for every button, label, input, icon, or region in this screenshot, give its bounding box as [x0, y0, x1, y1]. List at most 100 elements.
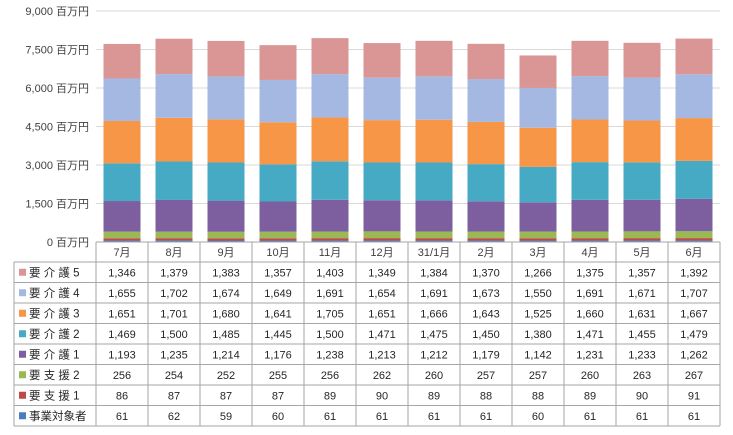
- bar-segment: [467, 43, 505, 79]
- data-label: 1,471: [368, 329, 396, 341]
- y-tick-label: 4,500 百万円: [25, 122, 89, 134]
- data-label: 1,649: [264, 288, 292, 300]
- bar-segment: [519, 55, 557, 88]
- bar-segment: [103, 231, 141, 239]
- data-label: 1,680: [212, 308, 240, 320]
- bar-segment: [467, 238, 505, 241]
- bar-segment: [311, 74, 349, 118]
- bar-segment: [155, 161, 193, 200]
- data-label: 1,500: [316, 329, 344, 341]
- bar-segment: [103, 163, 141, 202]
- data-label: 1,479: [680, 329, 708, 341]
- bar-segment: [571, 40, 609, 77]
- bar-segment: [675, 238, 713, 241]
- bar-segment: [415, 238, 453, 241]
- bar-segment: [623, 231, 661, 239]
- bar-segment: [259, 238, 297, 241]
- bar-segment: [415, 40, 453, 77]
- data-label: 256: [321, 370, 339, 382]
- data-label: 1,357: [628, 267, 656, 279]
- x-tick-label: 31/1月: [418, 247, 450, 259]
- data-label: 61: [688, 411, 700, 423]
- bar-segment: [207, 162, 245, 201]
- bar-segment: [467, 121, 505, 165]
- data-label: 1,235: [160, 349, 188, 361]
- data-label: 252: [217, 370, 235, 382]
- bar-segment: [623, 77, 661, 121]
- bar-segment: [467, 240, 505, 242]
- bar-segment: [207, 240, 245, 242]
- legend-label: 要 介 護 4: [29, 286, 80, 300]
- x-tick-label: 11月: [319, 247, 341, 259]
- bar-segment: [623, 238, 661, 241]
- data-table: 7月 8月 9月 10月 11月 12月 31/1月 2月 3月 4月 5月 6月要 介 護 5 1,3…: [13, 241, 721, 427]
- data-label: 1,179: [472, 349, 500, 361]
- data-label: 1,455: [628, 329, 656, 341]
- bar-segment: [415, 119, 453, 163]
- bar-segment: [571, 240, 609, 242]
- y-tick-label: 0 百万円: [47, 237, 89, 249]
- data-label: 1,392: [680, 267, 708, 279]
- bar-segment: [155, 74, 193, 118]
- data-label: 1,673: [472, 288, 500, 300]
- bar-segment: [363, 231, 401, 239]
- data-label: 260: [425, 370, 443, 382]
- data-label: 1,702: [160, 288, 188, 300]
- bar-segment: [623, 162, 661, 200]
- bar-segment: [259, 240, 297, 242]
- bar-segment: [311, 231, 349, 239]
- data-label: 62: [168, 411, 180, 423]
- data-label: 1,485: [212, 329, 240, 341]
- bar-segment: [311, 240, 349, 242]
- data-label: 1,641: [264, 308, 292, 320]
- data-label: 87: [272, 390, 284, 402]
- data-label: 86: [116, 390, 128, 402]
- data-label: 257: [529, 370, 547, 382]
- bar-segment: [415, 231, 453, 239]
- bar-segment: [675, 38, 713, 75]
- data-label: 90: [636, 390, 648, 402]
- bar-segment: [207, 238, 245, 241]
- bar-segment: [207, 119, 245, 163]
- data-label: 61: [324, 411, 336, 423]
- data-label: 262: [373, 370, 391, 382]
- legend-label: 要 介 護 2: [29, 327, 79, 341]
- x-tick-label: 6月: [685, 247, 702, 259]
- bar-segment: [675, 240, 713, 242]
- data-label: 88: [532, 390, 544, 402]
- bar-segment: [259, 201, 297, 232]
- bar-segment: [467, 164, 505, 202]
- legend-key: [19, 268, 26, 276]
- data-label: 60: [272, 411, 284, 423]
- legend-label: 事業対象者: [29, 409, 87, 423]
- data-label: 1,375: [576, 267, 604, 279]
- bar-segment: [363, 162, 401, 201]
- bar-segment: [155, 238, 193, 241]
- bar-segment: [259, 231, 297, 239]
- data-label: 1,500: [160, 329, 188, 341]
- bar-segment: [519, 238, 557, 241]
- bar-segment: [363, 43, 401, 78]
- data-label: 1,469: [108, 329, 136, 341]
- data-label: 1,691: [576, 288, 604, 300]
- y-tick-label: 6,000 百万円: [25, 83, 89, 95]
- data-label: 1,654: [368, 288, 396, 300]
- bar-segment: [623, 199, 661, 232]
- data-label: 60: [532, 411, 544, 423]
- x-tick-label: 10月: [266, 247, 289, 259]
- data-label: 89: [584, 390, 596, 402]
- data-label: 1,379: [160, 267, 188, 279]
- bar-segment: [675, 74, 713, 119]
- data-label: 1,525: [524, 308, 552, 320]
- y-tick-label: 1,500 百万円: [25, 199, 89, 211]
- bar-segment: [623, 240, 661, 242]
- bar-segment: [259, 122, 297, 165]
- bar-segment: [519, 202, 557, 232]
- bar-segment: [155, 231, 193, 239]
- legend-key: [19, 412, 26, 420]
- data-label: 88: [480, 390, 492, 402]
- data-label: 1,346: [108, 267, 136, 279]
- bar-segment: [207, 231, 245, 239]
- data-label: 267: [685, 370, 703, 382]
- bar-segment: [259, 79, 297, 123]
